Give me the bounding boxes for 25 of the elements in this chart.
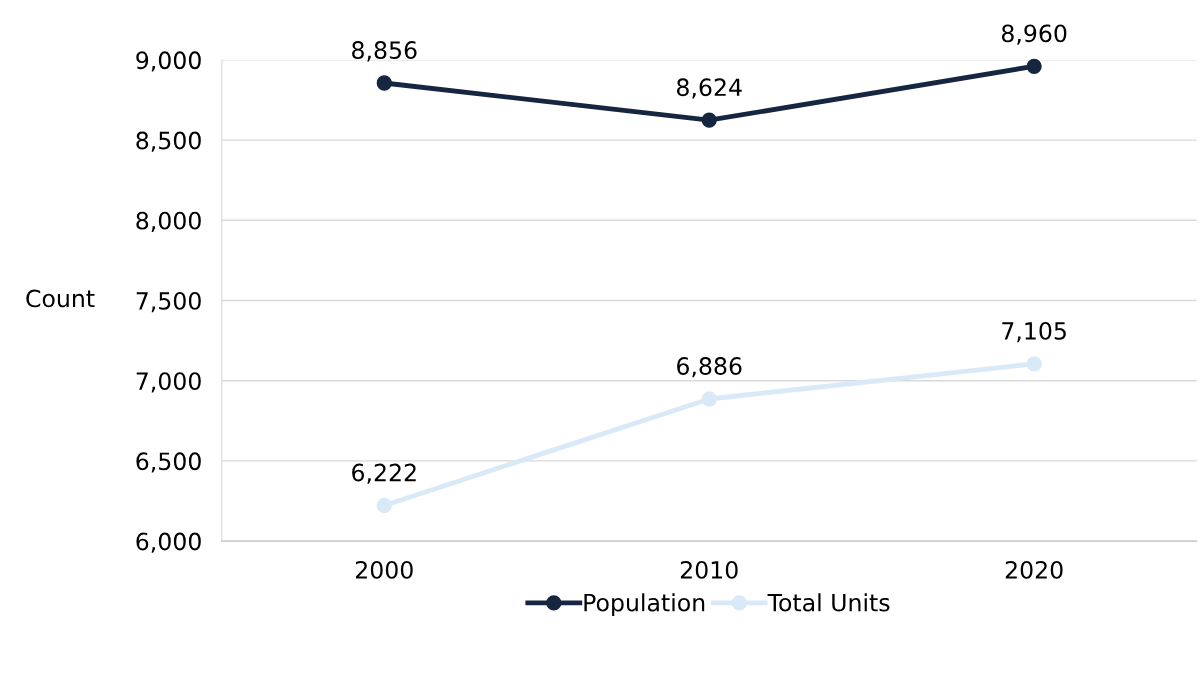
y-tick-label: 9,000 [136,51,201,72]
y-tick-label: 6,500 [136,452,201,473]
legend-label: Population [584,593,705,617]
legend-label: Total Units [767,593,890,612]
point [1026,356,1042,372]
x-tick-label: 2000 [355,560,413,579]
y-tick-label: 7,000 [136,372,201,393]
data-label: 6,222 [352,463,416,484]
data-label: 6,886 [677,357,742,378]
y-tick-label: 6,000 [136,532,201,553]
y-tick-label: 8,000 [136,211,201,233]
x-tick-label: 2010 [680,560,738,579]
y-tick-label: 8,500 [136,131,201,152]
data-label: 8,624 [677,78,742,99]
point [701,391,717,407]
point [376,497,392,514]
point [1026,58,1042,74]
point [701,112,717,128]
x-tick-label: 2020 [1005,560,1063,579]
data-label: 7,105 [1002,321,1066,343]
data-label: 8,856 [352,41,417,62]
point [376,75,392,91]
y-tick-label: 7,500 [136,291,201,313]
y-axis-title: Count [26,289,95,308]
data-label: 8,960 [1001,24,1067,45]
